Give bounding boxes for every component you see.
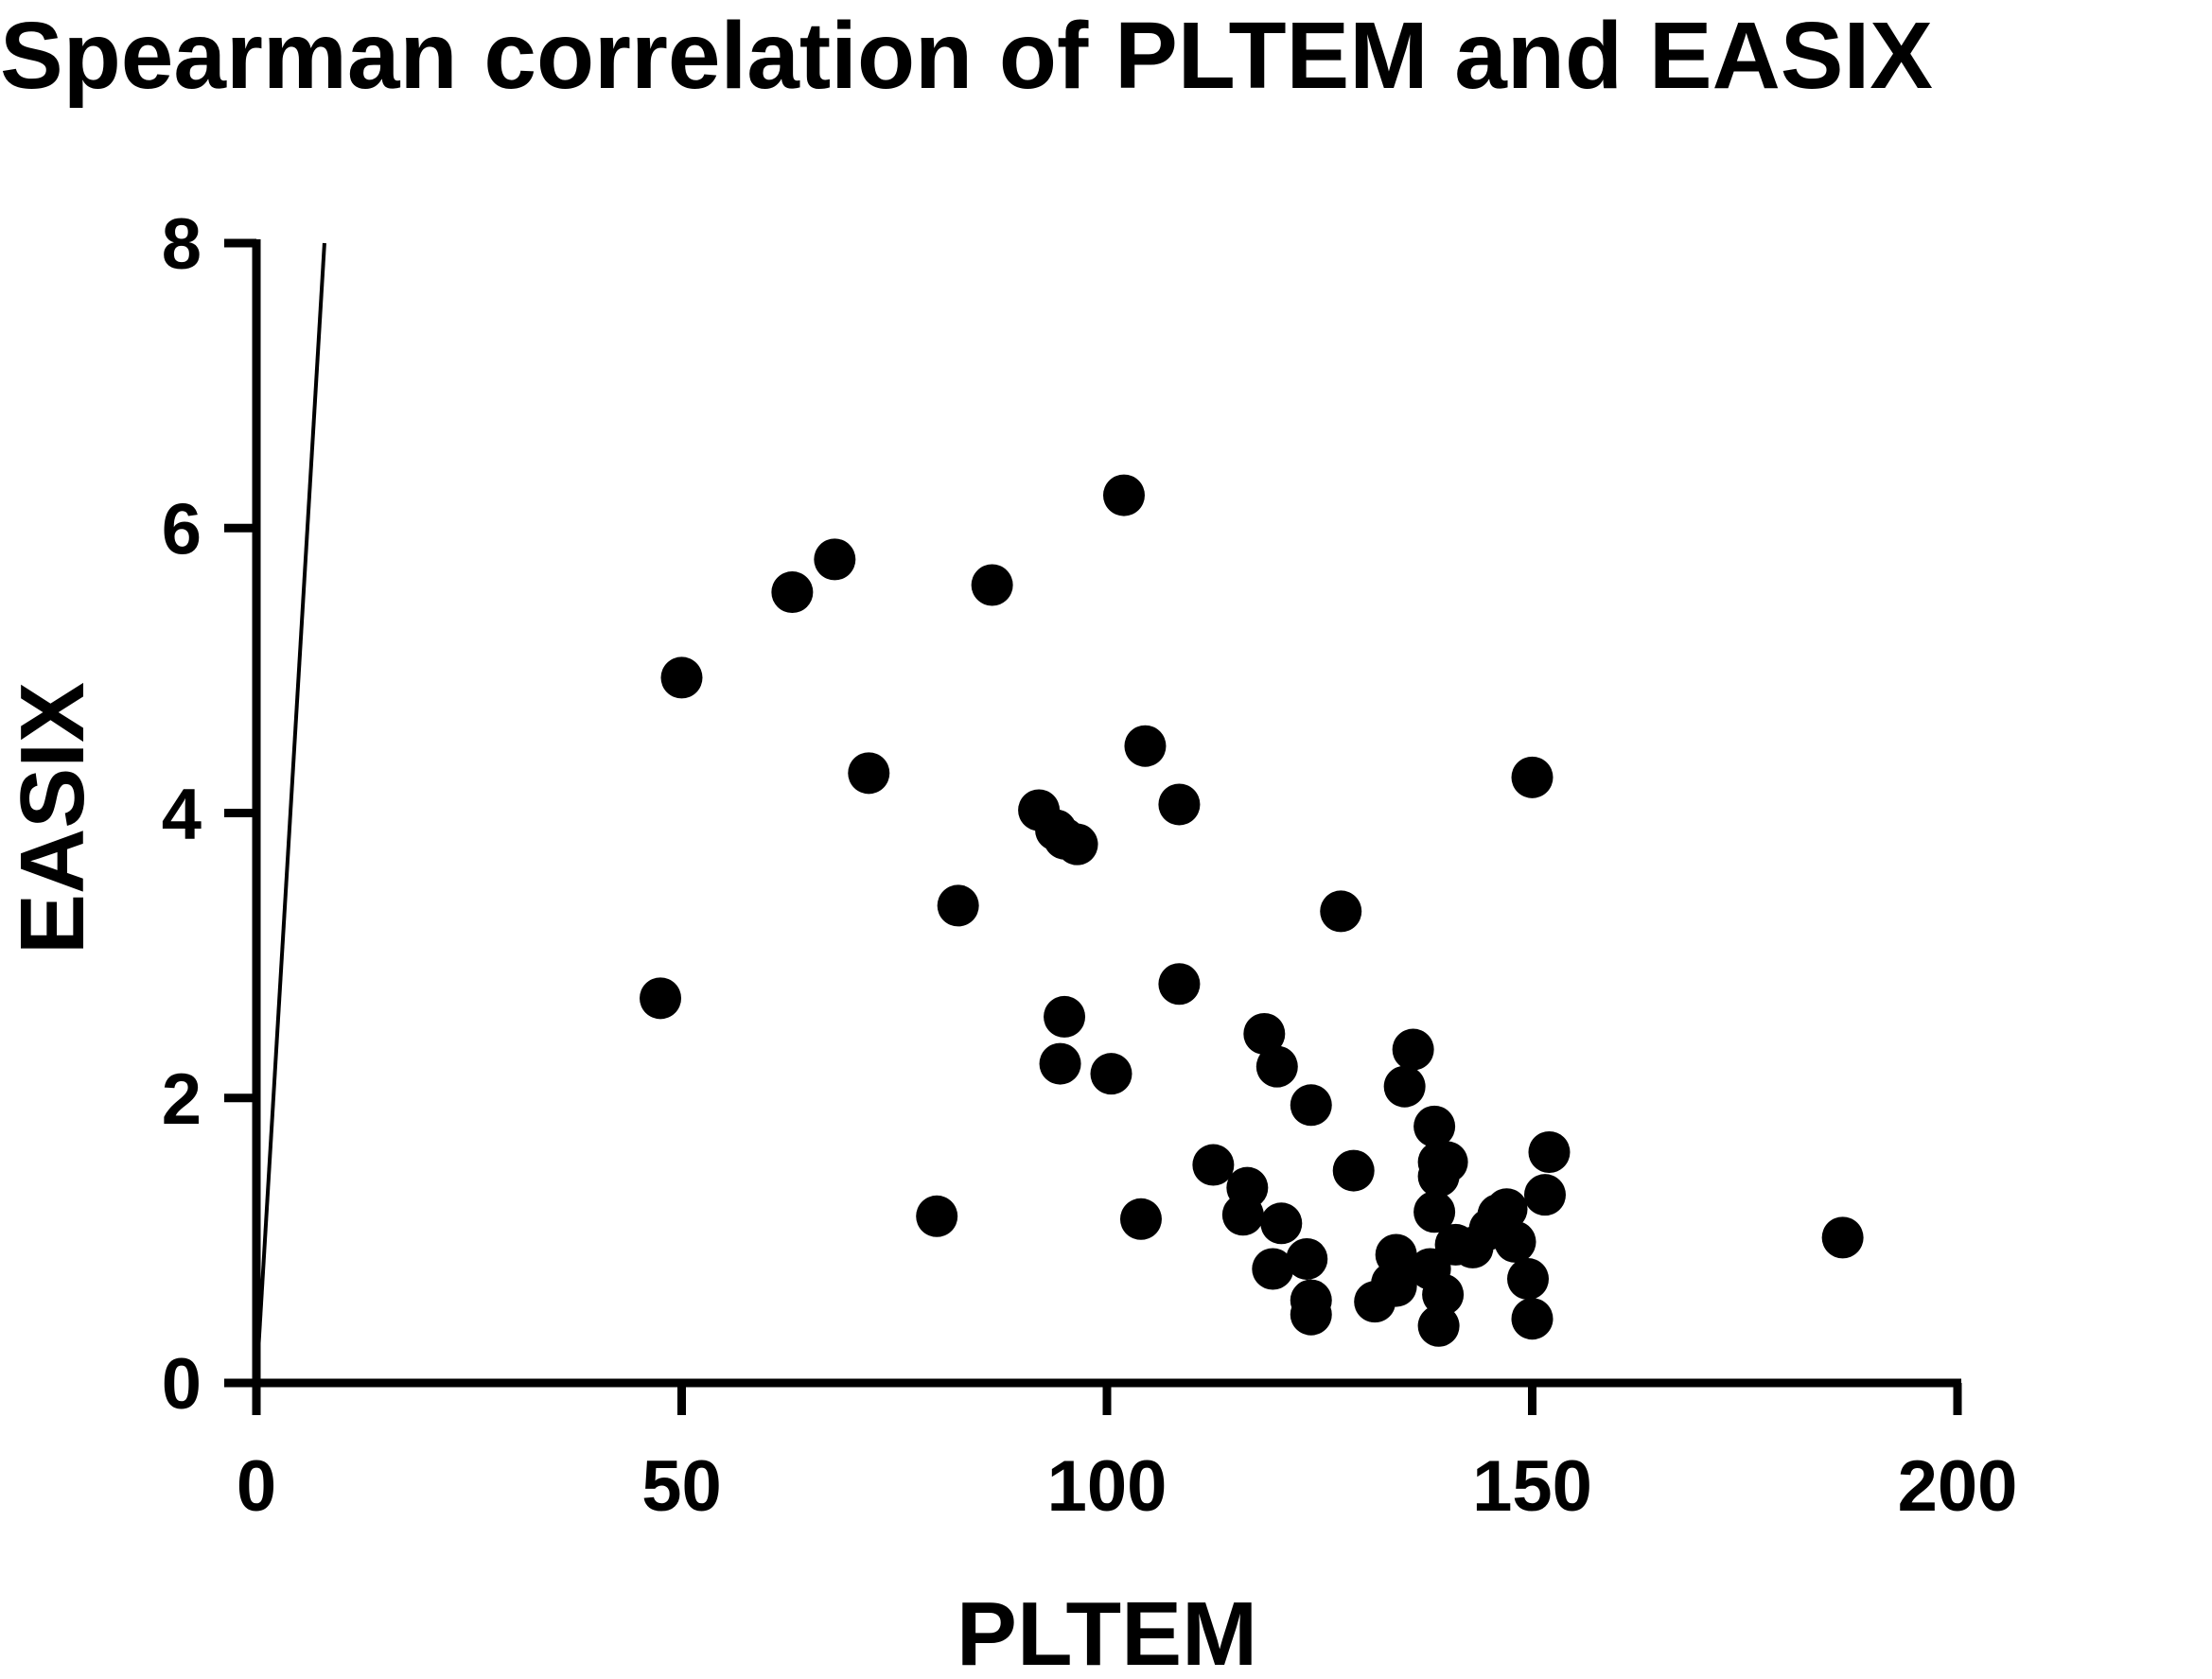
axes-layer	[252, 239, 1961, 1388]
data-point	[1413, 1105, 1456, 1147]
ticks-layer: 0 2 4 6 8 0 50 100 150 200	[162, 204, 2018, 1527]
data-point	[1124, 725, 1167, 767]
y-tick-label: 6	[162, 489, 202, 569]
data-point	[1102, 474, 1145, 516]
data-point	[848, 752, 890, 795]
data-point	[1821, 1216, 1864, 1259]
data-point	[1039, 1042, 1081, 1085]
reference-line	[255, 242, 326, 1384]
data-point	[1375, 1265, 1417, 1307]
data-point	[1255, 1045, 1298, 1088]
x-tick-label: 100	[1047, 1446, 1167, 1527]
y-tick-label: 2	[162, 1059, 202, 1140]
data-point	[1383, 1065, 1426, 1108]
x-tick-label: 150	[1472, 1446, 1592, 1527]
x-tick-label: 0	[237, 1446, 276, 1527]
y-tick-label: 4	[162, 775, 202, 855]
data-point	[1320, 890, 1362, 933]
data-point	[1528, 1130, 1571, 1173]
data-point	[640, 977, 682, 1020]
data-point	[1511, 756, 1554, 798]
data-point	[1494, 1220, 1536, 1263]
data-point	[971, 564, 1013, 606]
data-point	[1158, 783, 1201, 826]
data-point	[1221, 1194, 1264, 1236]
data-point	[1252, 1248, 1294, 1290]
data-point	[1426, 1141, 1468, 1183]
data-point	[1417, 1304, 1460, 1347]
data-point	[916, 1195, 958, 1237]
data-point	[1485, 1188, 1528, 1231]
data-point	[1158, 963, 1201, 1006]
data-point	[1290, 1084, 1332, 1127]
data-point	[1044, 995, 1086, 1038]
data-point	[1511, 1298, 1554, 1340]
data-point	[937, 884, 979, 927]
data-point	[660, 656, 703, 699]
data-point	[1413, 1191, 1456, 1233]
reference-line-layer	[255, 242, 326, 1384]
data-point	[1290, 1293, 1332, 1336]
y-tick-label: 8	[162, 204, 202, 285]
x-tick-label: 200	[1898, 1446, 2018, 1527]
y-axis-title: EASIX	[2, 682, 103, 954]
y-tick-label: 0	[162, 1344, 202, 1425]
x-axis-title: PLTEM	[957, 1583, 1257, 1679]
data-point	[1332, 1149, 1375, 1192]
x-tick-label: 50	[641, 1446, 722, 1527]
data-point	[1375, 1233, 1417, 1276]
chart-title: Spearman correlation of PLTEM and EASIX	[0, 3, 1933, 109]
data-point	[1286, 1237, 1328, 1280]
data-point	[1090, 1053, 1132, 1095]
data-point	[1392, 1028, 1434, 1071]
data-point	[1243, 1012, 1286, 1055]
data-point	[1056, 823, 1098, 866]
data-point	[1507, 1258, 1550, 1301]
data-point	[1192, 1144, 1235, 1186]
data-points-layer	[640, 474, 1864, 1347]
data-point	[1260, 1202, 1303, 1245]
data-point	[771, 571, 814, 614]
data-point	[1422, 1273, 1465, 1316]
data-point	[1119, 1198, 1162, 1240]
data-point	[814, 538, 856, 581]
data-point	[1523, 1174, 1566, 1216]
